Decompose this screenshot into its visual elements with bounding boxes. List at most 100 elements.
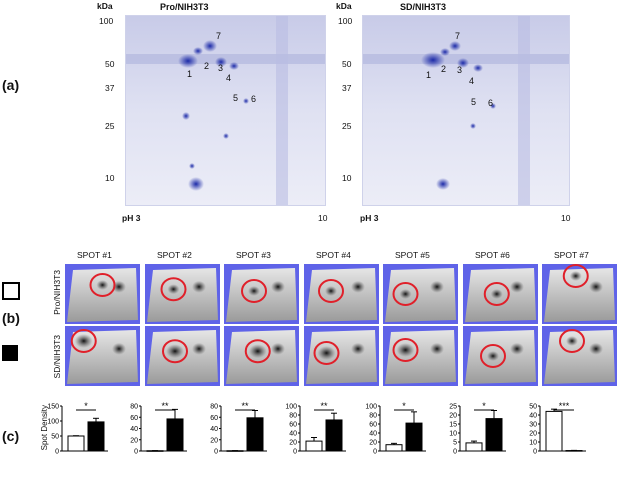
gel1-spot-2: 2 bbox=[204, 61, 210, 71]
chart5-ytick-label: 40 bbox=[369, 431, 377, 438]
legend-open-square bbox=[2, 282, 20, 300]
gel1-spot-5: 5 bbox=[233, 93, 239, 103]
chart5-ytick-label: 80 bbox=[369, 413, 377, 420]
chart7-ytick-label: 40 bbox=[529, 413, 537, 420]
chart6-bar-sd bbox=[485, 418, 503, 452]
chart5-bar-pro bbox=[385, 444, 403, 452]
chart7-ytick-label: 30 bbox=[529, 422, 537, 429]
chart5-bar-sd bbox=[405, 422, 423, 452]
highlight-circle bbox=[241, 279, 267, 303]
chart5-ytick-label: 20 bbox=[369, 440, 377, 447]
spot-title-4: SPOT #4 bbox=[316, 250, 351, 260]
chart2-ytick-label: 40 bbox=[130, 426, 138, 433]
chart7-ytick-label: 0 bbox=[533, 449, 537, 456]
highlight-circle bbox=[244, 339, 271, 364]
chart6-ytick-label: 5 bbox=[453, 440, 457, 447]
gel2-tick-10: 10 bbox=[342, 173, 352, 183]
chart1-bar-sd bbox=[87, 421, 105, 452]
highlight-circle bbox=[89, 273, 116, 297]
chart3-ytick-label: 0 bbox=[214, 449, 218, 456]
spot-title-6: SPOT #6 bbox=[475, 250, 510, 260]
chart3-sig-label: ** bbox=[241, 401, 249, 411]
gel1-tick-37: 37 bbox=[105, 83, 115, 93]
chart6-ytick-label: 20 bbox=[449, 413, 457, 420]
gel2-ph-end: 10 bbox=[561, 213, 571, 223]
spot-tile-2-pro bbox=[145, 264, 220, 324]
gel1-spot-1: 1 bbox=[187, 69, 193, 79]
gel2-spot-2: 2 bbox=[441, 64, 447, 74]
spot-title-2: SPOT #2 bbox=[157, 250, 192, 260]
chart4-ytick-label: 100 bbox=[285, 404, 297, 411]
highlight-circle bbox=[313, 341, 340, 365]
chart1-bar-pro bbox=[67, 435, 85, 452]
spot-tile-1-pro bbox=[65, 264, 140, 324]
panel-a-label: (a) bbox=[2, 77, 20, 93]
panel-c-label: (c) bbox=[2, 428, 20, 444]
highlight-circle bbox=[562, 264, 589, 288]
chart4-sig-label: ** bbox=[320, 401, 328, 411]
chart6-ytick-label: 15 bbox=[449, 422, 457, 429]
gel1-tick-25: 25 bbox=[105, 121, 115, 131]
chart4-ytick-label: 60 bbox=[289, 422, 297, 429]
chart7-bar-pro bbox=[545, 410, 563, 452]
chart3-ytick-label: 80 bbox=[210, 404, 218, 411]
chart2-ytick-label: 20 bbox=[130, 437, 138, 444]
gel1-image: 7 1 2 3 4 5 6 bbox=[125, 15, 326, 206]
highlight-circle bbox=[483, 282, 510, 306]
chart1-sig-label: * bbox=[84, 401, 88, 411]
chart1-ytick-label: 50 bbox=[51, 434, 59, 441]
gel1-title: Pro/NIH3T3 bbox=[160, 2, 209, 12]
highlight-circle bbox=[318, 279, 344, 303]
chart4-ytick-label: 20 bbox=[289, 440, 297, 447]
gel1-spot-6: 6 bbox=[251, 94, 257, 104]
spot-tile-7-pro bbox=[542, 264, 617, 324]
chart1-ytick-label: 100 bbox=[47, 419, 59, 426]
gel1-kda-label: kDa bbox=[97, 1, 113, 11]
chart2-sig-label: ** bbox=[161, 401, 169, 411]
gel2-kda-label: kDa bbox=[336, 1, 352, 11]
chart5-ytick-label: 100 bbox=[365, 404, 377, 411]
chart3-ytick-label: 40 bbox=[210, 426, 218, 433]
spot-title-5: SPOT #5 bbox=[395, 250, 430, 260]
chart6-ytick-label: 10 bbox=[449, 431, 457, 438]
panel-b-label: (b) bbox=[2, 310, 20, 326]
spot-tile-5-sd bbox=[383, 326, 458, 386]
chart7-ytick-label: 10 bbox=[529, 440, 537, 447]
spot-tile-6-sd bbox=[463, 326, 538, 386]
spot-tile-4-pro bbox=[304, 264, 379, 324]
gel2-spot-4: 4 bbox=[469, 76, 475, 86]
gel1-ph-start: pH 3 bbox=[122, 213, 141, 223]
chart2-ytick-label: 80 bbox=[130, 404, 138, 411]
gel1-spot-3: 3 bbox=[218, 63, 224, 73]
gel2-ph-start: pH 3 bbox=[360, 213, 379, 223]
chart6-ytick-label: 25 bbox=[449, 404, 457, 411]
highlight-circle bbox=[392, 282, 419, 306]
chart2-bar-sd bbox=[166, 418, 184, 452]
chart6-sig-label: * bbox=[482, 401, 486, 411]
spot-tile-6-pro bbox=[463, 264, 538, 324]
gel1-tick-50: 50 bbox=[105, 59, 115, 69]
gel2-spot-7: 7 bbox=[455, 31, 461, 41]
highlight-circle bbox=[559, 329, 585, 353]
row-label-sd: SD/NIH3T3 bbox=[52, 335, 62, 379]
gel1-tick-100: 100 bbox=[99, 16, 114, 26]
chart6-ytick-label: 0 bbox=[453, 449, 457, 456]
gel2-spot-1: 1 bbox=[426, 70, 432, 80]
gel1-ph-end: 10 bbox=[318, 213, 328, 223]
chart7-ytick-label: 50 bbox=[529, 404, 537, 411]
spot-title-7: SPOT #7 bbox=[554, 250, 589, 260]
spot-title-1: SPOT #1 bbox=[77, 250, 112, 260]
row-label-pro: Pro/NIH3T3 bbox=[52, 270, 62, 315]
spot-tile-4-sd bbox=[304, 326, 379, 386]
highlight-circle bbox=[162, 339, 188, 364]
chart4-ytick-label: 0 bbox=[293, 449, 297, 456]
highlight-circle bbox=[160, 277, 187, 302]
gel2-image: 7 1 2 3 4 5 6 bbox=[362, 15, 570, 206]
gel2-tick-37: 37 bbox=[342, 83, 352, 93]
gel2-spot-5: 5 bbox=[471, 97, 477, 107]
highlight-circle bbox=[392, 338, 419, 362]
chart7-ytick-label: 20 bbox=[529, 431, 537, 438]
spot-tile-2-sd bbox=[145, 326, 220, 386]
highlight-circle bbox=[70, 329, 97, 353]
gel1-spot-7: 7 bbox=[216, 31, 222, 41]
